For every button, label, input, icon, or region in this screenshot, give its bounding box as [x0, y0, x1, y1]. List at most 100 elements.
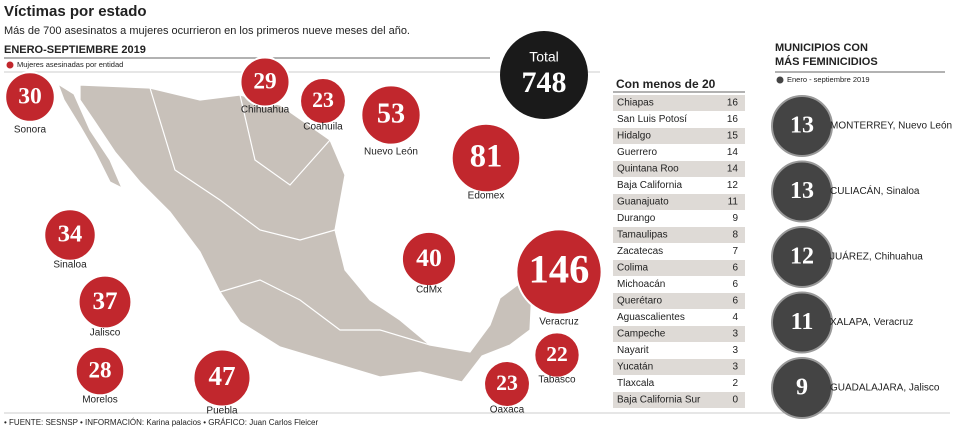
row-name: Michoacán	[617, 279, 665, 290]
municipal-bubble	[771, 95, 833, 157]
municipal-title: MUNICIPIOS CON	[775, 42, 868, 54]
total-circle	[500, 31, 588, 119]
municipal-bubble	[771, 160, 833, 223]
state-name: Chihuahua	[241, 105, 290, 116]
row-value: 7	[732, 246, 738, 257]
state-value: 23	[312, 88, 334, 112]
state-value: 28	[88, 356, 111, 382]
row-value: 9	[732, 213, 738, 224]
map-legend: Mujeres asesinadas por entidad	[17, 60, 123, 69]
row-value: 16	[727, 114, 739, 125]
state-bubble	[43, 208, 97, 262]
row-value: 4	[732, 312, 738, 323]
row-value: 11	[728, 197, 739, 208]
state-bubble	[239, 56, 291, 108]
state-name: Sinaloa	[53, 260, 87, 271]
state-name: CdMx	[416, 285, 442, 296]
row-name: San Luis Potosí	[617, 114, 687, 125]
state-name: Tabasco	[538, 375, 576, 386]
map-heading: ENERO-SEPTIEMBRE 2019	[4, 44, 146, 56]
row-name: Aguascalientes	[617, 312, 685, 323]
baja	[56, 82, 124, 190]
subtitle: Más de 700 asesinatos a mujeres ocurrier…	[4, 25, 410, 37]
legend-dot	[6, 61, 14, 69]
municipal-value: 12	[790, 244, 814, 270]
row-value: 6	[732, 263, 738, 274]
state-value: 22	[546, 342, 568, 366]
state-name: Nuevo León	[364, 147, 418, 158]
state-name: Sonora	[14, 125, 47, 136]
municipal-name: CULIACÁN, Sinaloa	[830, 184, 920, 197]
table-title: Con menos de 20	[616, 77, 716, 91]
borders	[149, 87, 336, 241]
row-name: Querétaro	[617, 296, 662, 307]
state-value: 37	[92, 288, 117, 315]
state-name: Coahuila	[303, 122, 343, 133]
municipal-value: 9	[796, 375, 808, 401]
state-bubble	[360, 84, 422, 146]
state-bubble	[400, 230, 458, 288]
row-bg	[613, 359, 745, 375]
state-bubble	[299, 77, 347, 125]
state-value: 47	[208, 361, 235, 391]
row-value: 0	[732, 395, 738, 406]
state-value: 81	[470, 138, 503, 174]
row-name: Tamaulipas	[617, 230, 668, 241]
state-bubble	[77, 274, 133, 330]
municipal-value: 13	[790, 113, 814, 139]
municipal-name: JUÁREZ, Chihuahua	[830, 250, 923, 263]
row-name: Guerrero	[617, 147, 657, 158]
borders	[219, 279, 431, 346]
row-bg	[613, 95, 745, 111]
row-name: Colima	[617, 263, 649, 274]
row-name: Durango	[617, 213, 656, 224]
row-bg	[613, 293, 745, 309]
state-value: 23	[496, 371, 518, 395]
row-name: Hidalgo	[617, 131, 651, 142]
footer: • FUENTE: SESNSP • INFORMACIÓN: Karina p…	[4, 418, 318, 427]
state-bubble	[515, 228, 603, 316]
municipal-title: MÁS FEMINICIDIOS	[775, 55, 878, 68]
municipal-name: GUADALAJARA, Jalisco	[830, 383, 940, 394]
state-value: 40	[416, 243, 442, 272]
municipal-value: 13	[790, 178, 814, 204]
municipal-value: 11	[791, 309, 814, 335]
state-bubble	[450, 122, 522, 194]
row-value: 2	[732, 378, 738, 389]
total-value: 748	[522, 66, 567, 99]
state-bubble	[4, 71, 56, 123]
state-name: Oaxaca	[490, 405, 525, 416]
row-value: 8	[732, 230, 738, 241]
row-bg	[613, 326, 745, 342]
row-value: 6	[732, 279, 738, 290]
title: Víctimas por estado	[4, 3, 147, 20]
row-name: Nayarit	[617, 345, 649, 356]
state-value: 146	[529, 246, 590, 291]
state-bubble	[483, 360, 531, 408]
row-name: Tlaxcala	[617, 378, 655, 389]
state-name: Morelos	[82, 395, 118, 406]
row-bg	[613, 227, 745, 243]
state-value: 34	[58, 221, 82, 248]
municipal-name: XALAPA, Veracruz	[830, 317, 913, 328]
row-value: 12	[727, 180, 739, 191]
row-bg	[613, 194, 745, 210]
row-bg	[613, 161, 745, 177]
state-bubble	[74, 345, 126, 397]
total-label: Total	[529, 49, 559, 65]
municipal-name: MONTERREY, Nuevo León	[830, 121, 952, 132]
row-name: Baja California	[617, 180, 682, 191]
row-bg	[613, 392, 745, 408]
row-name: Chiapas	[617, 98, 654, 109]
map	[56, 82, 533, 383]
row-value: 14	[727, 164, 739, 175]
municipal-bubble	[771, 291, 833, 354]
row-value: 3	[732, 362, 738, 373]
municipal-bubble	[771, 226, 833, 288]
state-bubble	[533, 331, 581, 379]
row-name: Zacatecas	[617, 246, 663, 257]
mainland	[79, 84, 533, 383]
row-name: Guanajuato	[617, 197, 669, 208]
row-name: Yucatán	[617, 362, 653, 373]
row-value: 6	[732, 296, 738, 307]
